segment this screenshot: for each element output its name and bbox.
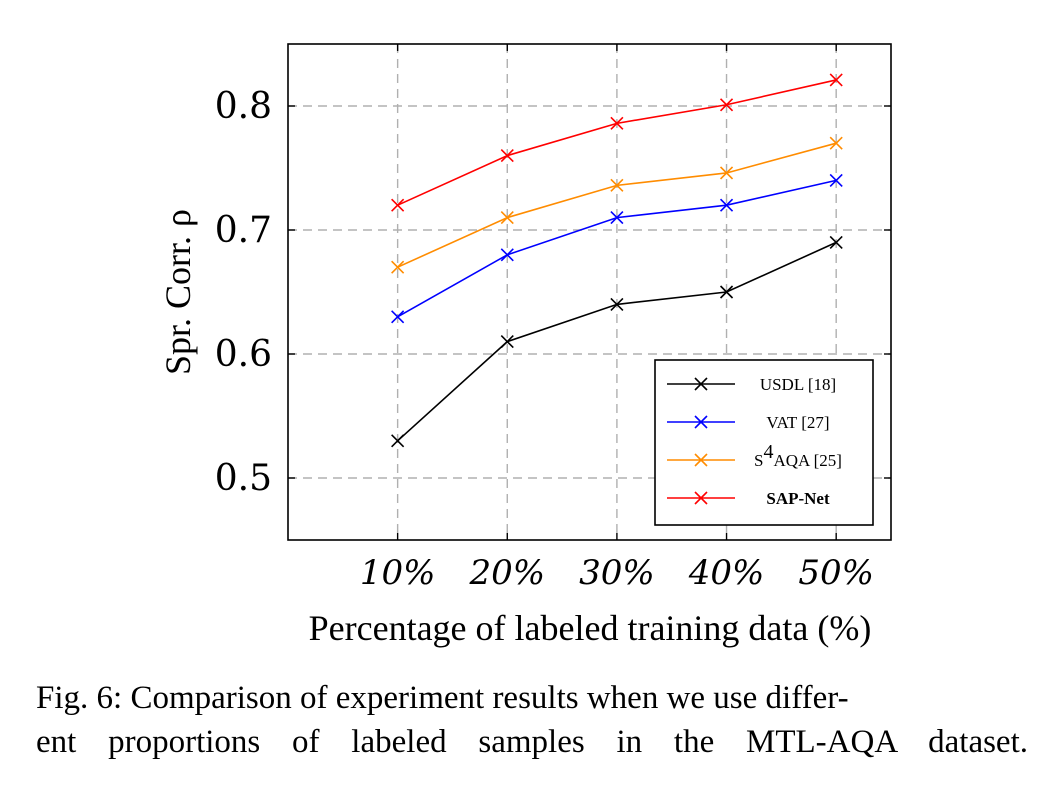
caption-line-2: ent proportions of labeled samples in th…	[36, 724, 1028, 760]
x-marker-stroke	[500, 149, 514, 163]
x-marker-stroke	[610, 211, 624, 225]
x-marker	[500, 335, 514, 349]
x-marker-stroke	[610, 297, 624, 311]
x-marker-stroke	[829, 136, 843, 150]
x-marker	[829, 235, 843, 249]
legend-entry: S4AQA [25]	[667, 441, 842, 470]
legend: USDL [18] VAT [27] S4AQA [25] SAP-Net	[654, 359, 874, 526]
legend-entry: VAT [27]	[667, 413, 830, 432]
x-marker-stroke	[610, 178, 624, 192]
x-marker-stroke	[500, 211, 514, 225]
x-marker-stroke	[391, 260, 405, 274]
x-marker	[610, 178, 624, 192]
x-tick-label: 30%	[579, 553, 655, 593]
x-marker-stroke	[829, 73, 843, 87]
x-marker-stroke	[719, 98, 734, 112]
x-tick-label: 20%	[468, 553, 545, 593]
x-marker	[719, 198, 734, 212]
x-marker-stroke	[719, 285, 734, 299]
x-marker	[610, 297, 624, 311]
plot-frame	[287, 43, 892, 541]
series-s4aqa-25	[391, 136, 843, 274]
x-marker-stroke	[500, 335, 514, 349]
x-marker-stroke	[719, 166, 734, 180]
x-tick-label: 10%	[360, 553, 436, 593]
x-marker-stroke	[694, 453, 708, 467]
x-marker-stroke	[829, 173, 843, 187]
x-marker	[610, 211, 624, 225]
x-marker	[719, 285, 734, 299]
x-marker	[500, 211, 514, 225]
x-marker-stroke	[694, 377, 708, 391]
series-group	[391, 73, 843, 448]
x-marker-stroke	[719, 198, 734, 212]
x-marker	[829, 73, 843, 87]
x-marker	[694, 415, 708, 429]
legend-label: SAP-Net	[766, 489, 830, 508]
x-marker	[829, 136, 843, 150]
x-tick-label: 50%	[798, 553, 874, 593]
x-marker-stroke	[391, 310, 405, 324]
x-marker-stroke	[610, 116, 624, 130]
x-marker	[694, 377, 708, 391]
x-marker	[500, 149, 514, 163]
x-marker	[391, 310, 405, 324]
legend-label: USDL [18]	[760, 375, 836, 394]
x-marker	[391, 198, 405, 212]
series-vat-27	[391, 173, 843, 324]
x-marker	[694, 491, 708, 505]
x-marker-stroke	[391, 434, 405, 448]
x-marker	[391, 260, 405, 274]
legend-label: VAT [27]	[766, 413, 829, 432]
x-marker-stroke	[694, 491, 708, 505]
x-marker	[694, 453, 708, 467]
x-marker	[719, 166, 734, 180]
legend-entry: USDL [18]	[667, 375, 836, 394]
x-marker	[391, 434, 405, 448]
caption-line-1: Fig. 6: Comparison of experiment results…	[36, 680, 849, 716]
axes: 10% 20% 30% 40% 50% 0.5 0.6 0.7 0.8	[215, 44, 891, 593]
y-tick-label: 0.8	[215, 86, 272, 127]
series-line	[397, 142, 837, 268]
series-sap-net	[391, 73, 843, 212]
x-marker	[610, 116, 624, 130]
x-marker	[500, 248, 514, 262]
legend-entry: SAP-Net	[667, 489, 830, 508]
x-marker-stroke	[391, 198, 405, 212]
x-marker	[719, 98, 734, 112]
x-marker-stroke	[829, 235, 843, 249]
x-marker	[829, 173, 843, 187]
x-marker-stroke	[500, 248, 514, 262]
y-tick-label: 0.7	[215, 210, 272, 251]
y-axis-label: Spr. Corr. ρ	[158, 209, 198, 375]
figure-caption: Fig. 6: Comparison of experiment results…	[36, 676, 1028, 764]
line-chart: 10% 20% 30% 40% 50% 0.5 0.6 0.7 0.8 Spr. Corr. ρ…	[158, 43, 892, 648]
y-tick-label: 0.5	[215, 458, 272, 499]
x-axis-label: Percentage of labeled training data (%)	[309, 608, 872, 648]
series-usdl-18	[391, 235, 843, 448]
x-marker-stroke	[694, 415, 708, 429]
legend-label: S4AQA [25]	[754, 441, 842, 470]
y-tick-label: 0.6	[215, 334, 272, 375]
x-tick-label: 40%	[688, 553, 765, 593]
